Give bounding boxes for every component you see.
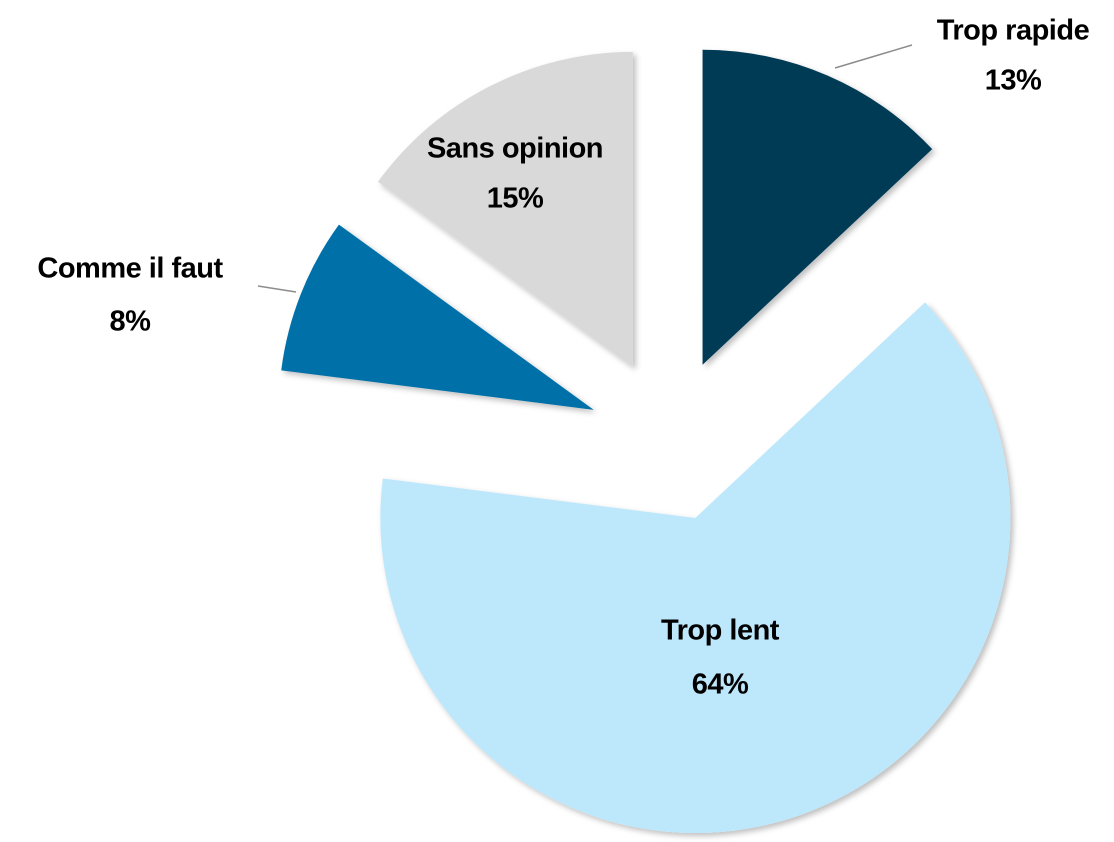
slice-label: Trop rapide xyxy=(937,15,1090,47)
value-label: 13% xyxy=(985,65,1042,97)
slice-label: Trop lent xyxy=(661,615,780,647)
pie-slice xyxy=(377,51,633,367)
leader-line xyxy=(834,44,913,69)
value-label: 15% xyxy=(487,183,544,215)
pie-slice xyxy=(380,302,1011,833)
pie-slice xyxy=(281,224,594,410)
slice-label: Comme il faut xyxy=(37,253,223,285)
value-label: 8% xyxy=(110,306,152,338)
value-label: 64% xyxy=(692,669,749,701)
slice-label: Sans opinion xyxy=(427,133,603,165)
pie-slice xyxy=(702,49,933,365)
leader-line xyxy=(257,285,297,293)
